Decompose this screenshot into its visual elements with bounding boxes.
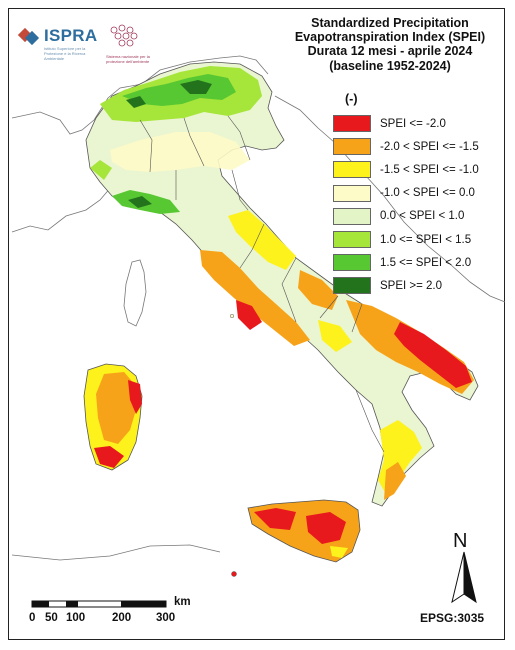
- ispra-logo-icon: [18, 27, 40, 46]
- ispra-name: ISPRA: [44, 26, 98, 45]
- neighbour-coast-line: [274, 95, 506, 303]
- spei-zone-orange: [96, 372, 136, 444]
- scale-tick-label: 0: [29, 612, 36, 624]
- spei-zone-red: [394, 322, 472, 388]
- spei-zone-orange: [384, 462, 406, 500]
- legend-swatch: [333, 115, 371, 133]
- spei-zone-darkgreen: [126, 96, 146, 108]
- legend-swatch: [333, 254, 371, 272]
- spei-zone-red: [128, 380, 142, 414]
- spei-zone-lightgreen: [90, 160, 112, 180]
- legend-swatch: [333, 184, 371, 202]
- legend-items: SPEI <= -2.0 -2.0 < SPEI <= -1.5 -1.5 < SP…: [333, 112, 479, 298]
- spei-zone-yellow: [318, 320, 352, 352]
- legend-swatch: [333, 231, 371, 249]
- title-line: (baseline 1952-2024): [329, 58, 451, 73]
- scale-tick-label: 200: [112, 612, 132, 624]
- legend-label: 1.0 <= SPEI < 1.5: [380, 233, 472, 246]
- legend-label: 0.0 < SPEI < 1.0: [380, 210, 465, 223]
- legend-unit: (-): [345, 92, 358, 106]
- legend: (-) SPEI <= -2.0 -2.0 < SPEI <= -1.5 -1.5 …: [333, 92, 479, 298]
- legend-item: 1.5 <= SPEI < 2.0: [333, 251, 479, 274]
- legend-item: -1.0 < SPEI <= 0.0: [333, 182, 479, 205]
- spei-zone-orange: [298, 270, 338, 310]
- island: [229, 313, 235, 319]
- island: [231, 571, 237, 577]
- spei-zone-darkgreen: [180, 80, 212, 94]
- title-line: Evapotranspiration Index (SPEI): [294, 30, 486, 45]
- snpa-logo-icon: [110, 24, 138, 47]
- spei-zone-green: [122, 74, 236, 106]
- spei-zone-red: [254, 508, 296, 530]
- spei-zone-darkgreen: [128, 196, 152, 208]
- north-label: N: [453, 530, 468, 552]
- scale-tick-label: 50: [45, 612, 58, 624]
- scale-tick-label: 100: [66, 612, 86, 624]
- legend-label: SPEI <= -2.0: [380, 117, 446, 130]
- legend-item: SPEI >= 2.0: [333, 274, 479, 297]
- legend-label: -2.0 < SPEI <= -1.5: [380, 140, 479, 153]
- north-arrow-icon: [451, 551, 477, 604]
- map-title: Standardized Precipitation Evapotranspir…: [282, 16, 498, 73]
- legend-swatch: [333, 161, 371, 179]
- legend-swatch: [333, 138, 371, 156]
- legend-label: SPEI >= 2.0: [380, 279, 443, 292]
- spei-zone-lightyellow: [110, 132, 250, 172]
- legend-label: -1.0 < SPEI <= 0.0: [380, 187, 475, 200]
- neighbour-coast-line: [11, 544, 221, 561]
- legend-swatch: [333, 277, 371, 295]
- spei-zone-yellow: [228, 210, 296, 270]
- spei-zone-red: [236, 300, 262, 330]
- ispra-subtitle: Istituto Superiore per la Protezione e l…: [44, 46, 86, 61]
- legend-item: 1.0 <= SPEI < 1.5: [333, 228, 479, 251]
- region-border-line: [139, 115, 385, 453]
- corsica-outline: [123, 259, 147, 327]
- title-line: Standardized Precipitation: [311, 16, 469, 30]
- spei-zone-yellow: [330, 546, 348, 558]
- spei-zone-red: [306, 512, 346, 544]
- legend-swatch: [333, 207, 371, 225]
- projection-label: EPSG:3035: [420, 611, 485, 625]
- scale-bar: [31, 600, 167, 608]
- legend-item: -1.5 < SPEI <= -1.0: [333, 158, 479, 181]
- neighbour-border-line: [11, 55, 269, 135]
- snpa-subtitle: Sistema nazionale per la protezione dell…: [106, 54, 150, 64]
- scale-tick-label: 300: [156, 612, 176, 624]
- legend-item: 0.0 < SPEI < 1.0: [333, 205, 479, 228]
- legend-label: 1.5 <= SPEI < 2.0: [380, 256, 472, 269]
- title-line: Durata 12 mesi - aprile 2024: [307, 44, 473, 59]
- spei-zone-orange: [200, 250, 310, 346]
- legend-label: -1.5 < SPEI <= -1.0: [380, 163, 479, 176]
- north-indicator: N: [453, 530, 467, 553]
- scale-unit: km: [174, 596, 191, 608]
- legend-item: -2.0 < SPEI <= -1.5: [333, 135, 479, 158]
- spei-zone-red: [94, 446, 124, 468]
- neighbour-border-line: [11, 185, 113, 233]
- legend-item: SPEI <= -2.0: [333, 112, 479, 135]
